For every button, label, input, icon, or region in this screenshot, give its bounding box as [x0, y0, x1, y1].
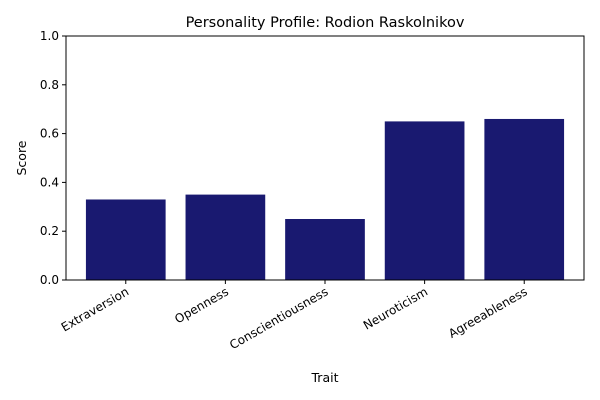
y-tick-label: 0.0	[40, 273, 59, 287]
x-tick-label: Conscientiousness	[227, 284, 330, 352]
bar-neuroticism	[384, 121, 465, 281]
bar-openness	[185, 194, 266, 280]
x-tick-label: Openness	[172, 284, 231, 326]
bars-group	[85, 118, 565, 281]
bar-conscientiousness	[285, 219, 365, 280]
x-tick-label: Agreeableness	[446, 284, 530, 340]
y-tick-label: 0.4	[40, 175, 59, 189]
y-tick-label: 0.6	[40, 127, 59, 141]
plot-frame	[65, 35, 585, 281]
y-tick-label: 0.2	[40, 224, 59, 238]
x-tick-label: Neuroticism	[361, 284, 430, 332]
bar-extraversion	[85, 199, 166, 280]
x-axis-label: Trait	[311, 370, 339, 385]
y-axis-label: Score	[14, 140, 29, 175]
y-axis: 0.0 0.2 0.4 0.6 0.8 1.0	[40, 29, 66, 287]
x-tick-label: Extraversion	[59, 284, 132, 334]
chart-title: Personality Profile: Rodion Raskolnikov	[186, 15, 465, 31]
y-tick-label: 1.0	[40, 29, 59, 43]
y-tick-label: 0.8	[40, 78, 59, 92]
bar-agreeableness	[484, 118, 565, 281]
